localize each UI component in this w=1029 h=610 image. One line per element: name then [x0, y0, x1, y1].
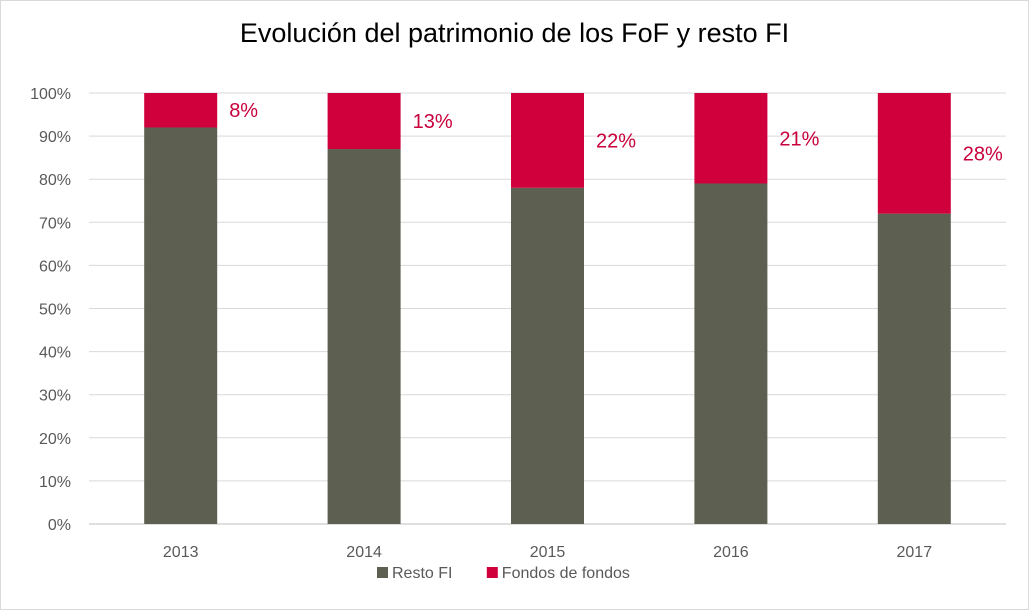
bar-fondos-de-fondos [694, 93, 768, 184]
data-label: 22% [596, 130, 636, 152]
legend-swatch-fondos-de-fondos [486, 567, 498, 578]
y-tick-label: 100% [30, 86, 71, 103]
bar-resto-fi [877, 213, 951, 524]
bar-fondos-de-fondos [327, 93, 401, 150]
data-label: 21% [779, 128, 819, 150]
data-label: 28% [963, 143, 1003, 165]
legend-swatch-resto-fi [377, 567, 388, 578]
y-tick-label: 10% [39, 474, 71, 491]
bar-fondos-de-fondos [511, 93, 584, 188]
bar-resto-fi [327, 149, 401, 524]
data-label: 8% [229, 100, 258, 122]
x-tick-label: 2013 [163, 544, 199, 561]
y-tick-label: 20% [39, 431, 71, 448]
y-tick-label: 30% [39, 388, 71, 405]
x-tick-label: 2015 [530, 544, 566, 561]
bar-resto-fi [144, 127, 218, 524]
y-tick-label: 40% [39, 345, 71, 362]
y-tick-label: 60% [39, 258, 71, 275]
y-tick-label: 0% [48, 517, 71, 534]
legend-label: Fondos de fondos [502, 565, 630, 582]
bar-resto-fi [694, 183, 768, 524]
x-tick-label: 2014 [346, 544, 382, 561]
x-tick-label: 2017 [897, 544, 933, 561]
y-tick-label: 50% [39, 302, 71, 319]
chart-title: Evolución del patrimonio de los FoF y re… [239, 18, 790, 48]
legend-label: Resto FI [392, 565, 452, 582]
y-tick-label: 80% [39, 172, 71, 189]
y-tick-label: 90% [39, 129, 71, 146]
bar-fondos-de-fondos [144, 93, 218, 128]
y-tick-label: 70% [39, 215, 71, 232]
data-label: 13% [413, 111, 453, 133]
bar-fondos-de-fondos [877, 93, 951, 214]
x-tick-label: 2016 [713, 544, 749, 561]
bar-resto-fi [511, 187, 584, 524]
